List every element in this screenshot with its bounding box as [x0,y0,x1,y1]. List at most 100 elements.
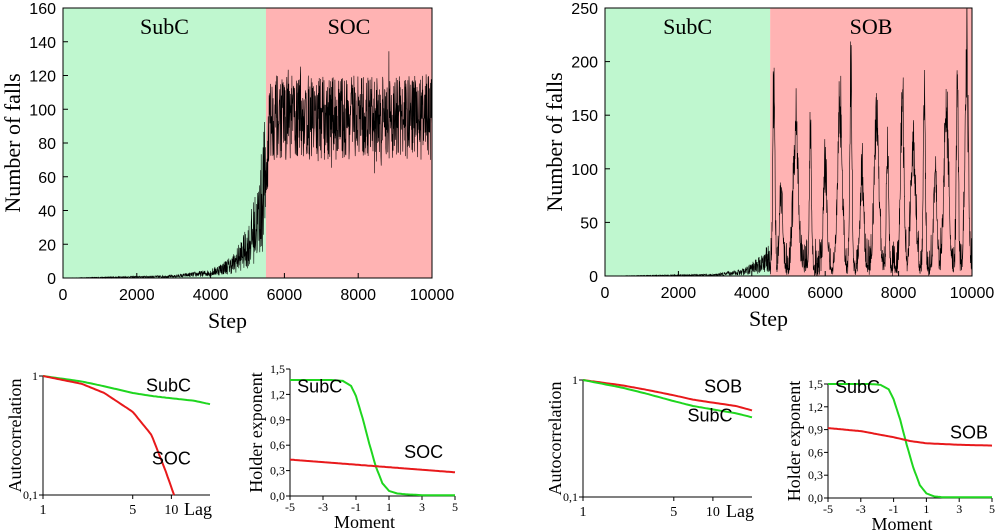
series-subc-line [290,379,455,497]
series-soc-line [42,375,176,496]
y-tick-label: 120 [29,69,56,86]
x-tick-label: 10 [706,505,720,520]
x-axis-title: Lag [184,499,212,519]
series-subc-line [42,375,211,406]
y-tick-label: 80 [38,136,56,153]
series-sob-line [582,379,753,412]
y-tick-label: 100 [571,162,598,179]
x-tick-label: 5 [129,503,136,518]
curve-label: SubC [687,406,732,426]
x-tick-label: 4000 [734,285,770,302]
x-tick-label: 1 [923,502,929,516]
curve-label: SubC [297,377,342,397]
region-label: SOB [850,14,893,39]
x-axis-title: Moment [872,514,933,532]
x-tick-label: 8000 [340,287,376,304]
falls-trace [63,51,433,279]
x-axis-title: Step [749,306,788,331]
x-axis-title: Step [208,308,247,333]
region-subc [63,8,266,278]
curve-label: SOB [950,423,988,443]
y-tick-label: 0,6 [808,445,823,459]
series-subc-line [828,383,992,499]
x-tick-label: 3 [419,500,425,514]
y-tick-label: 1,5 [270,362,285,376]
y-tick-label: 1 [32,369,38,383]
x-tick-label: -1 [351,500,361,514]
ts_soc-chart: SubC SOC 0 2000 4000 6000 8000 10000 0 20 40 60 80 10… [0,1,454,333]
falls-trace [605,8,973,277]
x-tick-label: -3 [318,500,328,514]
y-axis-title: Number of falls [542,72,567,211]
y-axis-title: Number of falls [0,73,25,212]
y-tick-label: 200 [571,55,598,72]
y-axis-title: Autocorrelation [545,382,565,496]
series-sob-line [827,427,993,447]
x-axis-title: Moment [334,512,395,532]
curve-label: SOC [404,442,443,462]
series-subc-line [582,379,753,419]
x-tick-label: 3 [956,502,962,516]
y-tick-label: 1,5 [808,377,823,391]
x-axis-title: Lag [726,501,754,521]
y-axis-title: Holder exponent [784,381,804,501]
y-tick-label: 1,2 [808,400,823,414]
x-tick-label: 2000 [661,285,697,302]
x-tick-label: 6000 [267,287,303,304]
x-tick-label: 5 [670,505,677,520]
region-sob [770,8,972,276]
y-tick-label: 0 [47,271,56,288]
curve-label: SubC [835,377,880,397]
y-tick-label: 250 [571,1,598,18]
curve-label: SOC [152,449,191,469]
y-tick-label: 0,6 [270,438,285,452]
y-tick-label: 50 [580,215,598,232]
x-tick-label: 10000 [950,285,995,302]
region-label: SubC [140,14,189,39]
x-tick-label: 2000 [119,287,155,304]
y-tick-label: 0,9 [270,413,285,427]
x-tick-label: 1 [386,500,392,514]
y-tick-label: 20 [38,237,56,254]
y-tick-label: 0 [589,269,598,286]
x-tick-label: -3 [856,502,866,516]
h_soc-chart: -5 -3 -1 1 3 5 0,0 0,3 0,6 0,9 1,2 1,5 SubC SOC Moment… [246,362,458,532]
curve-label: SubC [146,376,191,396]
x-tick-label: 0 [59,287,68,304]
y-axis-title: Autocorrelation [5,379,25,493]
x-tick-label: 5 [452,500,458,514]
y-tick-label: 100 [29,102,56,119]
y-tick-label: 160 [29,1,56,18]
curve-label: SOB [704,377,742,397]
y-tick-label: 1 [572,373,578,387]
region-subc [605,8,771,276]
y-tick-label: 0,0 [270,489,285,503]
y-tick-label: 0,0 [808,491,823,505]
plot-frame [604,7,973,277]
y-tick-label: 1,2 [270,387,285,401]
y-tick-label: 60 [38,170,56,187]
ts_sob-chart: SubC SOB 0 2000 4000 6000 8000 10000 0 50 100 150 20… [542,1,994,331]
x-tick-label: -5 [285,500,295,514]
y-tick-label: 150 [571,108,598,125]
region-label: SubC [663,14,712,39]
y-tick-label: 140 [29,35,56,52]
x-tick-label: -1 [889,502,899,516]
region-label: SOC [328,14,371,39]
x-tick-label: 1 [40,503,47,518]
x-tick-label: 10000 [410,287,455,304]
x-tick-label: 0 [601,285,610,302]
y-tick-label: 0,9 [808,423,823,437]
y-tick-label: 0,3 [270,464,285,478]
y-tick-label: 0,1 [23,488,38,502]
x-tick-label: 10 [164,503,178,518]
x-tick-label: 5 [989,502,995,516]
x-tick-label: 4000 [193,287,229,304]
y-tick-label: 0,3 [808,468,823,482]
y-tick-label: 40 [38,204,56,221]
x-tick-label: 8000 [881,285,917,302]
y-axis-title: Holder exponent [246,372,266,492]
